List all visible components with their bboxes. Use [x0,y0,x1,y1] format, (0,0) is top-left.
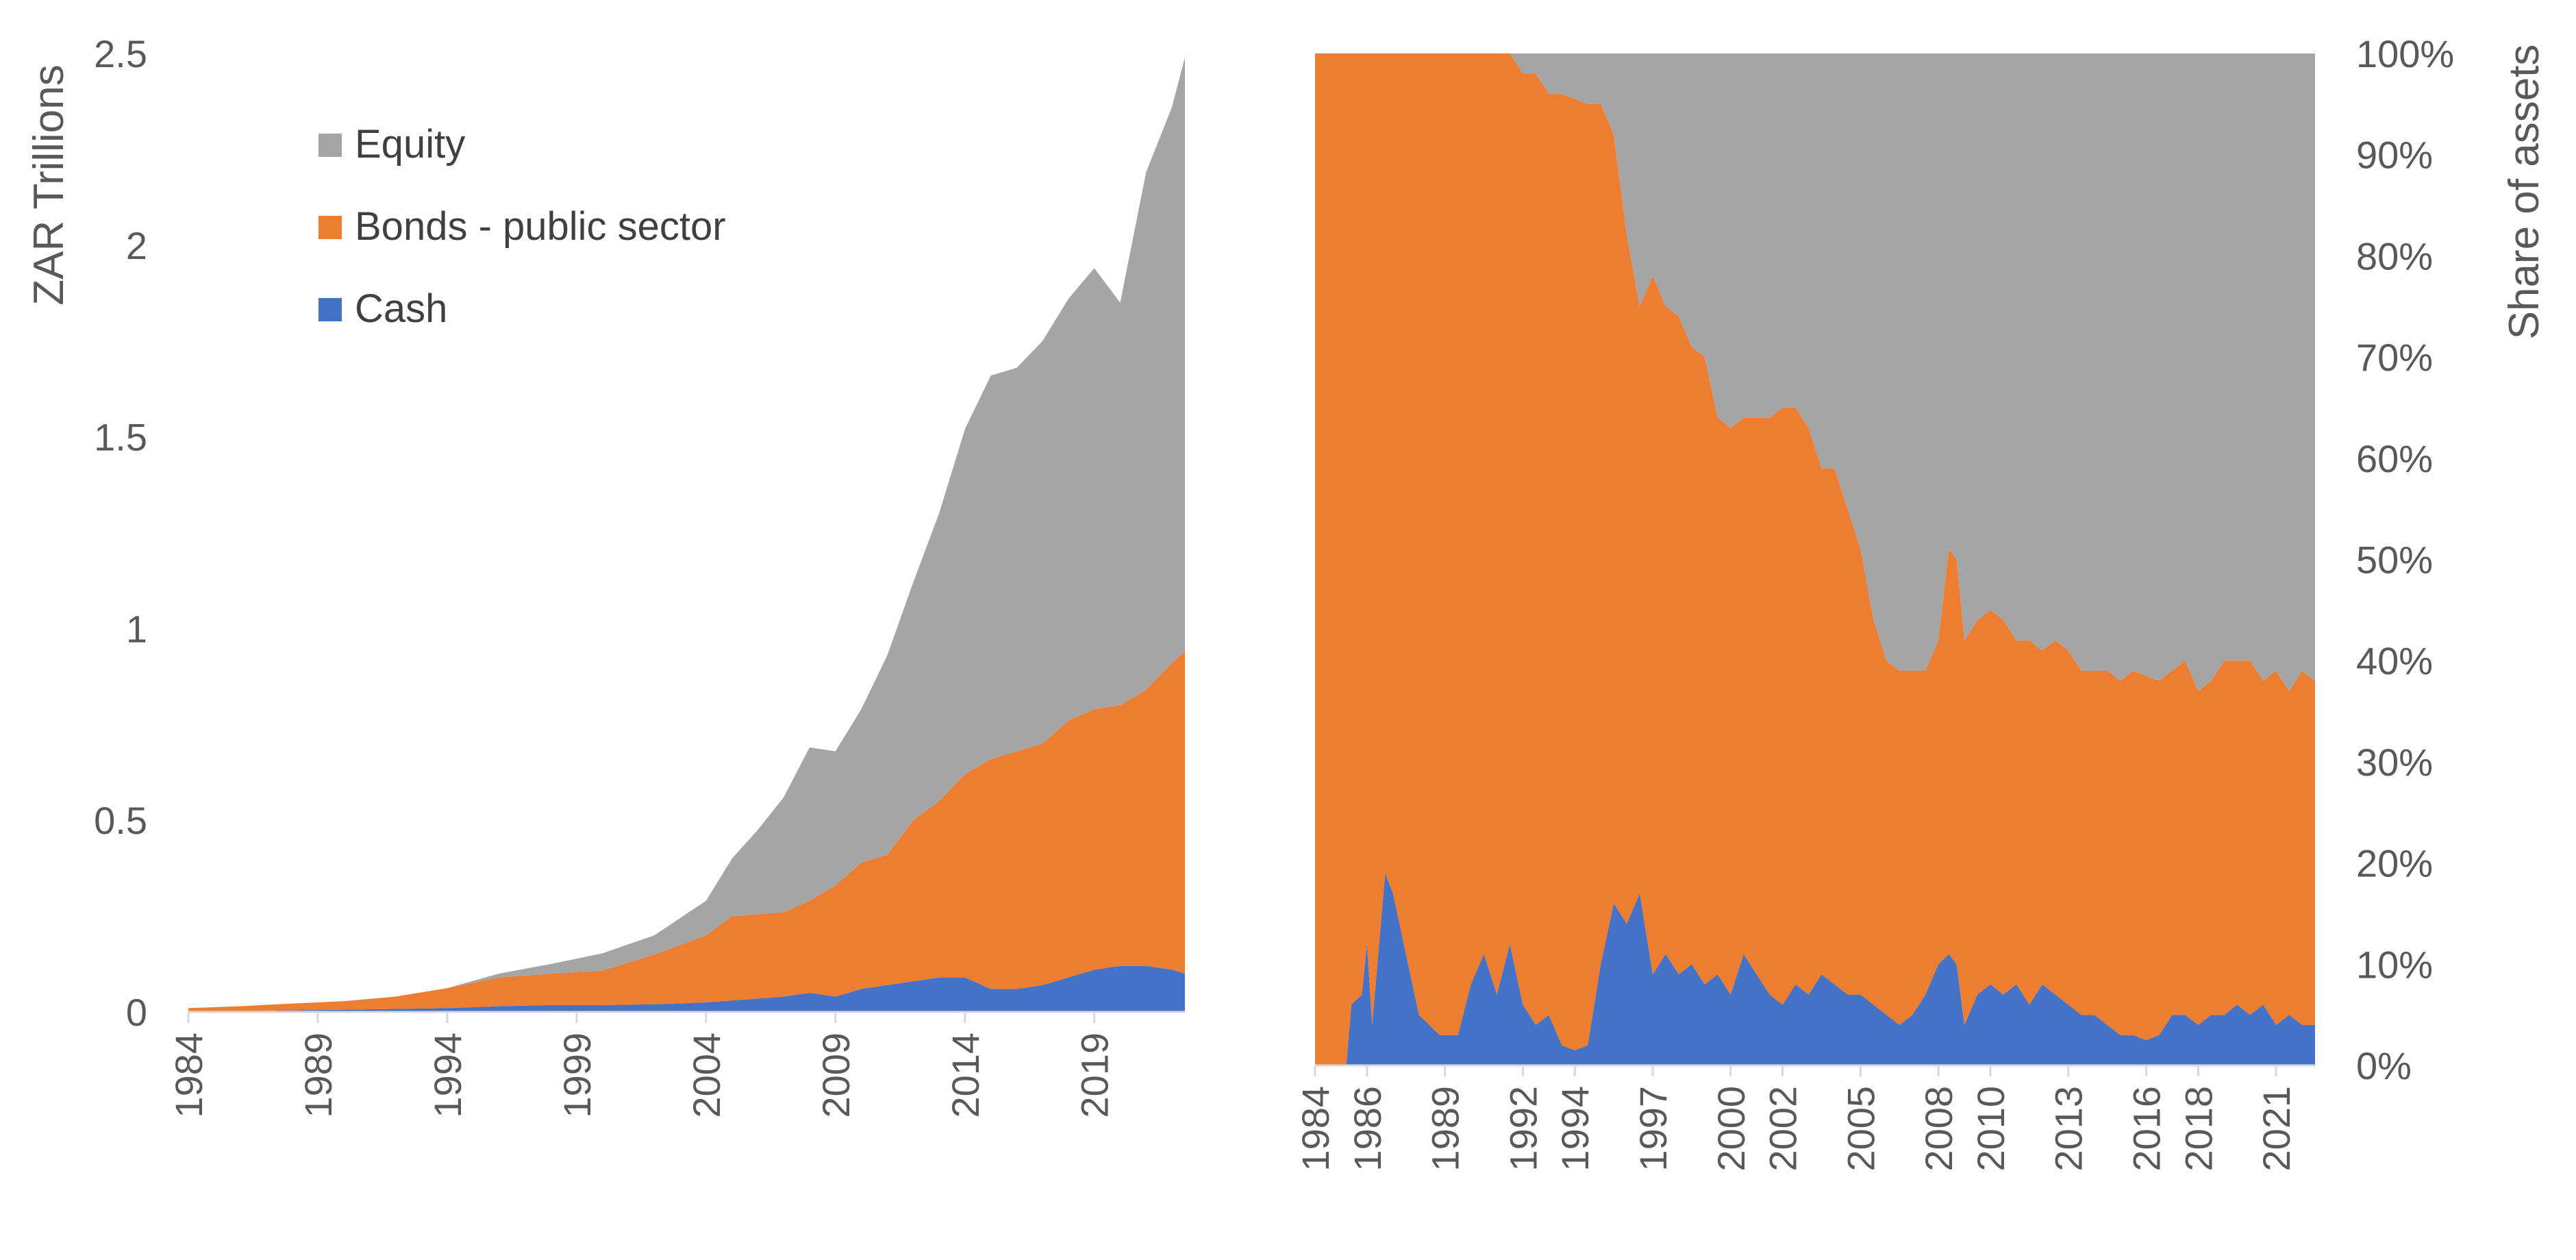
left-area-equity [188,57,1185,1009]
right-x-tick-label: 2010 [1969,1086,2012,1172]
legend-label-cash: Cash [355,286,447,331]
right-x-tick-label: 1994 [1553,1086,1597,1172]
right-x-tick-label: 2013 [2047,1086,2090,1172]
left-x-tick-label: 1989 [297,1033,340,1118]
right-x-tick-label: 2002 [1762,1086,1805,1172]
right-x-tick-label: 2018 [2177,1086,2220,1172]
right-y-tick-label: 50% [2356,539,2433,582]
left-x-tick-label: 2004 [685,1033,728,1118]
right-x-tick-label: 2000 [1710,1086,1753,1172]
right-y-tick-label: 20% [2356,842,2433,885]
right-y-tick-label: 70% [2356,336,2433,379]
right-y-tick-label: 40% [2356,639,2433,682]
right-x-tick-label: 2005 [1839,1086,1882,1172]
left-x-tick-label: 2009 [814,1033,858,1118]
right-y-tick-label: 30% [2356,741,2433,784]
right-x-tick-label: 1992 [1501,1086,1545,1172]
right-x-tick-label: 2016 [2125,1086,2168,1172]
right-y-tick-label: 80% [2356,234,2433,277]
left-y-tick-label: 1 [126,607,147,650]
right-chart: 0%10%20%30%40%50%60%70%80%90%100% 1984 19… [1294,32,2548,1172]
right-area-layer [1315,53,2315,1065]
right-x-tick-labels: 1984 1986 1989 1992 1994 1997 2000 2002 2005 2008… [1294,1065,2298,1172]
left-y-tick-label: 2.5 [94,32,147,75]
legend-label-equity: Equity [355,122,465,166]
right-y-axis-title: Share of assets [2501,45,2548,340]
right-x-tick-label: 1984 [1294,1086,1337,1172]
legend: Equity Bonds - public sector Cash [318,122,726,331]
legend-swatch-equity [318,134,342,157]
left-y-tick-labels: 0 0.5 1 1.5 2 2.5 [94,32,147,1034]
left-y-tick-label: 0.5 [94,799,147,842]
left-y-axis-title: ZAR Trillions [25,64,73,305]
legend-swatch-cash [318,298,342,321]
left-y-tick-label: 2 [126,224,147,267]
right-x-tick-label: 2008 [1917,1086,1960,1172]
left-x-tick-labels: 1984 1989 1994 1999 2004 2009 2014 2019 [167,1012,1116,1118]
left-area-layer [188,57,1185,1012]
right-y-tick-label: 100% [2356,32,2454,75]
legend-label-bonds: Bonds - public sector [355,204,726,249]
left-area-bonds-public-sector [188,652,1185,1012]
right-y-tick-label: 10% [2356,943,2433,986]
left-x-tick-label: 2019 [1073,1033,1116,1118]
left-chart: 0 0.5 1 1.5 2 2.5 1984 1989 1994 1999 2004 2009 201… [25,32,1185,1118]
left-area-cash [188,965,1185,1012]
left-x-tick-label: 2014 [944,1033,987,1118]
right-x-tick-label: 1986 [1346,1086,1389,1172]
left-x-tick-label: 1984 [167,1033,210,1118]
right-x-tick-label: 1989 [1424,1086,1467,1172]
right-x-tick-label: 1997 [1631,1086,1675,1172]
right-area-bonds-public-sector [1315,53,2315,1065]
left-x-tick-label: 1999 [555,1033,599,1118]
right-y-tick-label: 60% [2356,437,2433,480]
right-area-cash [1315,873,2315,1065]
right-y-tick-labels: 0% 10% 20% 30% 40% 50% 60% 70% 80% 90% 100% [2356,32,2454,1087]
legend-swatch-bonds [318,216,342,239]
left-y-tick-label: 0 [126,991,147,1034]
right-area-equity [1315,53,2315,691]
left-y-tick-label: 1.5 [94,416,147,459]
left-x-tick-label: 1994 [426,1033,469,1118]
right-y-tick-label: 0% [2356,1044,2412,1087]
right-x-tick-label: 2021 [2255,1086,2298,1172]
right-y-tick-label: 90% [2356,134,2433,177]
